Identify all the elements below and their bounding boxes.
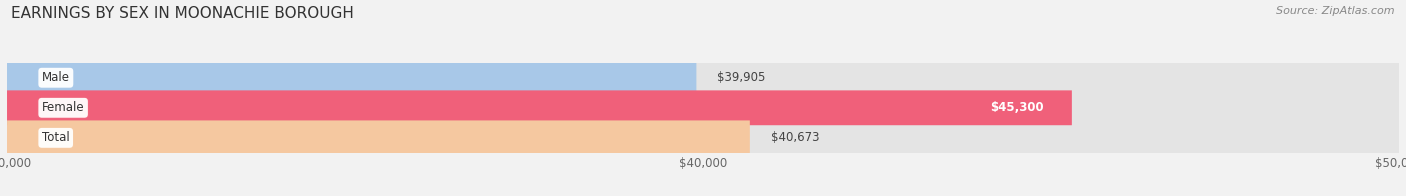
FancyBboxPatch shape	[7, 120, 1399, 155]
FancyBboxPatch shape	[7, 90, 1071, 125]
FancyBboxPatch shape	[7, 60, 696, 95]
Text: Total: Total	[42, 131, 69, 144]
FancyBboxPatch shape	[7, 120, 749, 155]
Text: Male: Male	[42, 71, 70, 84]
Text: $45,300: $45,300	[990, 101, 1045, 114]
Text: Female: Female	[42, 101, 84, 114]
Text: $39,905: $39,905	[717, 71, 766, 84]
Text: $40,673: $40,673	[770, 131, 820, 144]
FancyBboxPatch shape	[7, 90, 1399, 125]
Text: Source: ZipAtlas.com: Source: ZipAtlas.com	[1277, 6, 1395, 16]
FancyBboxPatch shape	[7, 60, 1399, 95]
Text: EARNINGS BY SEX IN MOONACHIE BOROUGH: EARNINGS BY SEX IN MOONACHIE BOROUGH	[11, 6, 354, 21]
